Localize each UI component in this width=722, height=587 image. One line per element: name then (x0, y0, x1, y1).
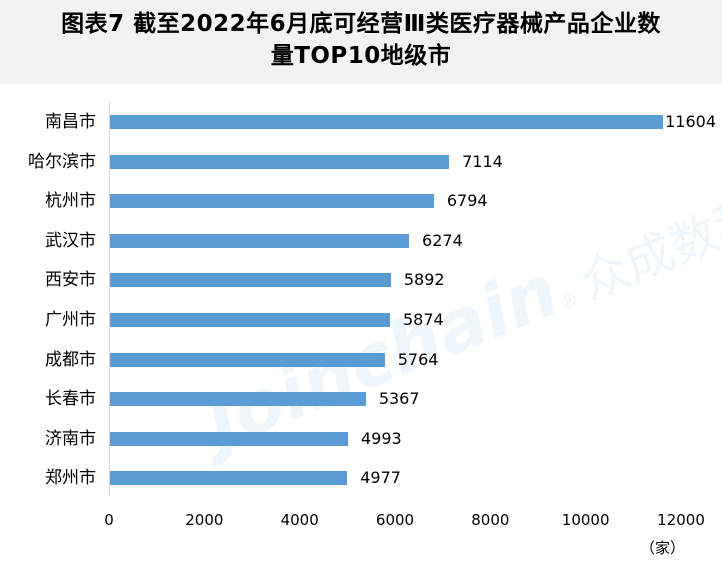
bar-row: 哈尔滨市 7114 (0, 142, 722, 182)
bar-row: 南昌市 11604 (0, 102, 722, 142)
x-tick-label: 10000 (561, 511, 610, 529)
bar (110, 115, 664, 129)
value-label: 4993 (360, 428, 402, 448)
category-label: 广州市 (45, 310, 96, 330)
bar (110, 273, 391, 288)
bar-row: 广州市 5874 (0, 300, 722, 340)
bar (110, 194, 434, 209)
plot-area: Joinchain®众成数科 南昌市 11604 哈尔滨市 7114 杭州市 6794 武汉… (0, 84, 722, 587)
bar (110, 471, 348, 486)
bar-row: 武汉市 6274 (0, 221, 722, 261)
value-label: 5764 (397, 349, 439, 369)
bar-row: 济南市 4993 (0, 419, 722, 459)
category-label: 长春市 (45, 389, 96, 410)
x-axis-unit: （家） (640, 539, 686, 557)
bar (110, 392, 366, 407)
value-label: 11604 (665, 112, 717, 131)
value-label: 5892 (403, 270, 445, 290)
category-label: 南昌市 (45, 112, 96, 132)
chart-title: 图表7 截至2022年6月底可经营Ⅲ类医疗器械产品企业数 量TOP10地级市 (0, 8, 722, 72)
x-tick-label: 2000 (185, 511, 224, 529)
bar-row: 郑州市 4977 (0, 458, 722, 498)
bar (110, 313, 390, 327)
bar (110, 154, 450, 169)
title-bar: 图表7 截至2022年6月底可经营Ⅲ类医疗器械产品企业数 量TOP10地级市 (0, 0, 722, 84)
x-tick-label: 6000 (375, 511, 415, 529)
value-label: 5367 (378, 389, 420, 409)
y-axis-line (109, 102, 110, 496)
bar (110, 352, 385, 367)
value-label: 5874 (402, 310, 444, 329)
chart-title-line2: 量TOP10地级市 (270, 43, 452, 69)
category-label: 杭州市 (45, 191, 96, 212)
bar-row: 长春市 5367 (0, 379, 722, 419)
value-label: 6274 (422, 230, 463, 250)
x-tick-label: 8000 (471, 511, 510, 529)
category-label: 济南市 (45, 428, 96, 449)
category-label: 哈尔滨市 (28, 151, 96, 172)
category-label: 成都市 (45, 349, 96, 370)
category-label: 西安市 (45, 270, 96, 291)
bar-row: 西安市 5892 (0, 260, 722, 300)
bar (110, 431, 348, 446)
category-label: 郑州市 (45, 468, 96, 489)
x-tick-label: 4000 (280, 511, 319, 529)
value-label: 7114 (462, 151, 503, 171)
bar-row: 成都市 5764 (0, 340, 722, 380)
x-tick-label: 12000 (657, 511, 705, 529)
chart-title-line1: 图表7 截至2022年6月底可经营Ⅲ类医疗器械产品企业数 (61, 11, 661, 37)
value-label: 4977 (360, 468, 401, 488)
bar (110, 233, 410, 248)
x-tick-label: 0 (104, 511, 114, 529)
value-label: 6794 (446, 191, 488, 211)
bar-row: 杭州市 6794 (0, 181, 722, 221)
category-label: 武汉市 (45, 230, 96, 251)
